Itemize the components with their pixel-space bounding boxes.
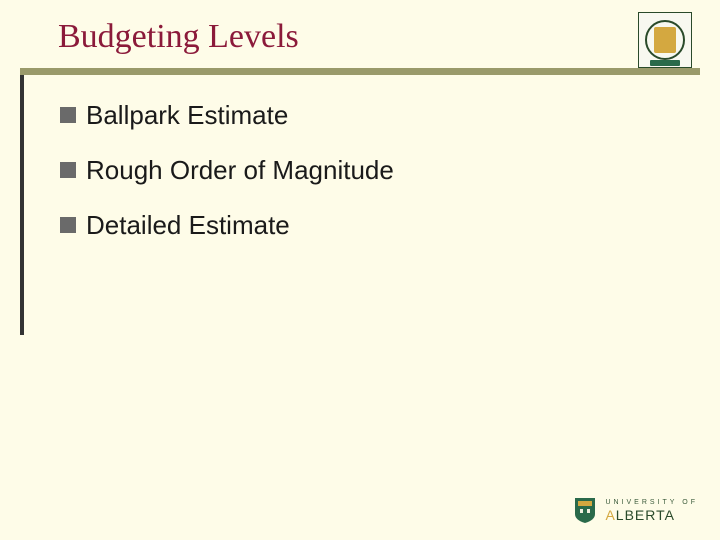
list-item: Detailed Estimate — [60, 210, 680, 241]
vertical-accent-line — [20, 75, 24, 335]
alberta-rest: LBERTA — [616, 507, 675, 523]
bullet-text: Detailed Estimate — [86, 210, 290, 241]
university-seal-logo — [638, 12, 692, 68]
university-of-label: UNIVERSITY OF — [605, 499, 698, 506]
shield-icon — [573, 496, 597, 524]
list-item: Rough Order of Magnitude — [60, 155, 680, 186]
title-area: Budgeting Levels — [58, 18, 680, 56]
title-underline — [20, 68, 700, 75]
bullet-square-icon — [60, 107, 76, 123]
seal-inner-icon — [654, 27, 676, 53]
list-item: Ballpark Estimate — [60, 100, 680, 131]
alberta-accent-letter: A — [605, 507, 615, 523]
slide-title: Budgeting Levels — [58, 18, 680, 56]
bullet-text: Rough Order of Magnitude — [86, 155, 394, 186]
seal-circle — [645, 20, 685, 60]
bullet-square-icon — [60, 162, 76, 178]
university-name-text: UNIVERSITY OF ALBERTA — [605, 499, 698, 522]
bullet-text: Ballpark Estimate — [86, 100, 288, 131]
alberta-label: ALBERTA — [605, 508, 698, 522]
seal-banner — [650, 60, 680, 66]
university-footer-logo: UNIVERSITY OF ALBERTA — [573, 496, 698, 524]
bullet-square-icon — [60, 217, 76, 233]
content-area: Ballpark Estimate Rough Order of Magnitu… — [60, 100, 680, 265]
